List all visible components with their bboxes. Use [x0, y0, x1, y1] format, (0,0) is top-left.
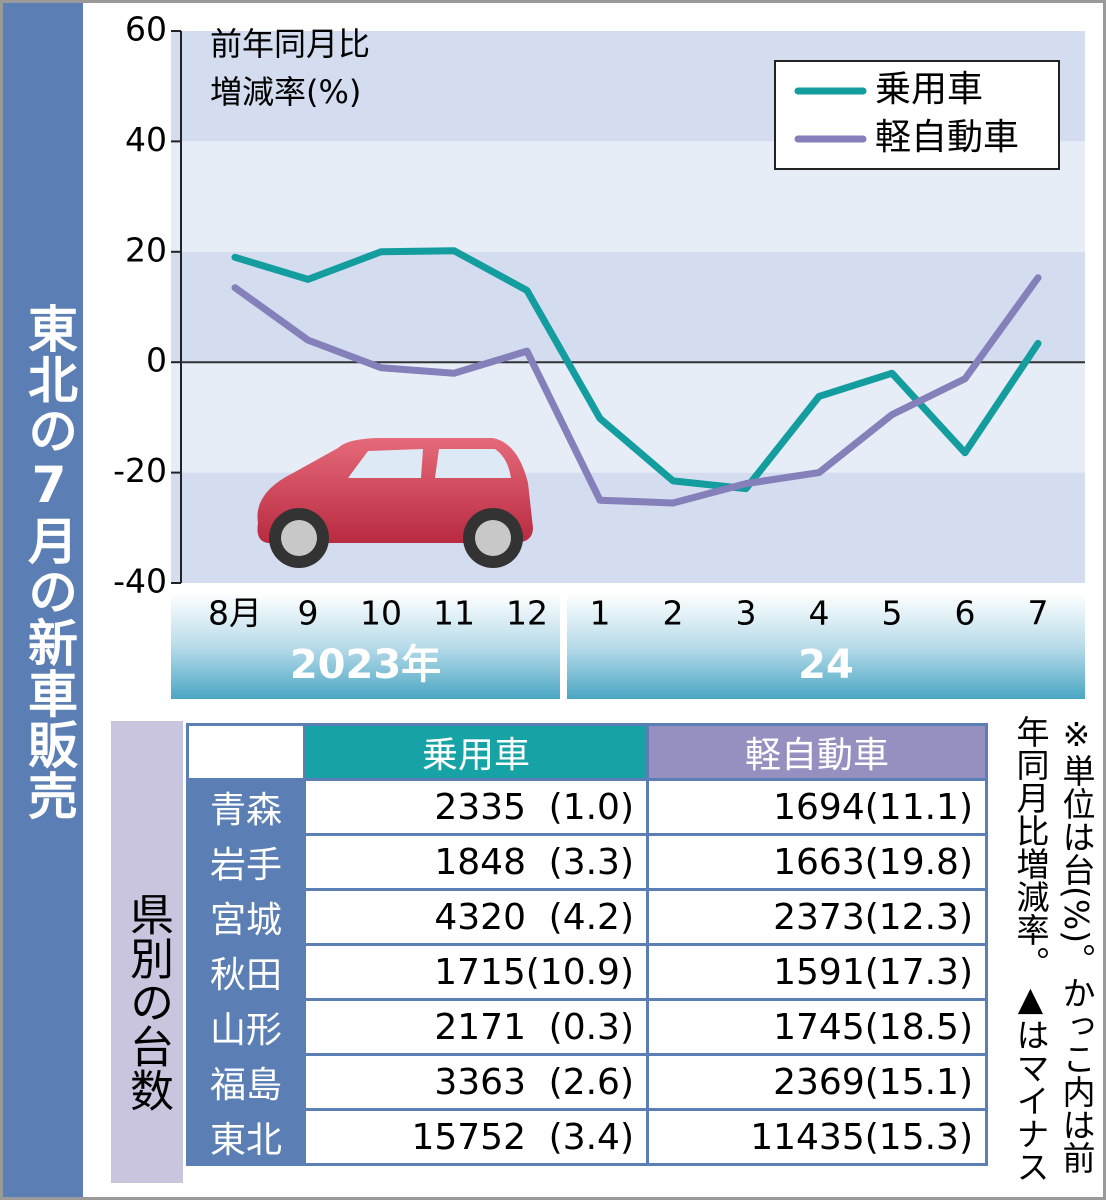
- percent: (17.3): [864, 951, 973, 993]
- percent: (18.5): [864, 1006, 973, 1048]
- percent: (0.3): [548, 1006, 634, 1048]
- table: 乗用車 軽自動車 青森 2335 (1.0) 1694(11.1) 岩手 1848 (3.3) 1…: [186, 723, 988, 1166]
- header-cell: [186, 723, 306, 781]
- data-cell: 2171 (0.3): [303, 998, 649, 1056]
- y-axis-label: 前年同月比: [210, 25, 370, 63]
- y-tick-label: 0: [146, 341, 167, 380]
- title: 東北の7月の新車販売: [20, 303, 78, 821]
- y-tick-label: -20: [113, 451, 167, 490]
- data-cell: 1848 (3.3): [303, 833, 649, 891]
- count: 15752: [411, 1116, 526, 1158]
- y-tick-label: -40: [113, 562, 167, 601]
- count: 1663: [773, 841, 865, 883]
- legend-label: 乗用車: [875, 69, 983, 110]
- count: 3363: [434, 1061, 526, 1103]
- table-row: 青森 2335 (1.0) 1694(11.1): [186, 778, 988, 836]
- count: 1694: [773, 786, 865, 828]
- row-label: 岩手: [186, 833, 306, 891]
- year-band: [171, 593, 560, 699]
- count: 4320: [434, 896, 526, 938]
- percent: (4.2): [548, 896, 634, 938]
- row-label: 青森: [186, 778, 306, 836]
- year-label: 2023年: [290, 642, 441, 688]
- header-cell: 軽自動車: [646, 723, 988, 781]
- percent: (10.9): [525, 951, 634, 993]
- data-cell: 1715(10.9): [303, 943, 649, 1001]
- data-cell: 4320 (4.2): [303, 888, 649, 946]
- year-band: [567, 593, 1085, 699]
- table-row: 秋田 1715(10.9) 1591(17.3): [186, 943, 988, 1001]
- note: ※単位は台(%)。かっこ内は前年同月比増減率。▲はマイナス: [1011, 715, 1096, 1183]
- row-label: 山形: [186, 998, 306, 1056]
- percent: (19.8): [864, 841, 973, 883]
- data-cell: 1591(17.3): [646, 943, 988, 1001]
- y-tick-label: 40: [125, 120, 167, 159]
- percent: (3.4): [548, 1116, 634, 1158]
- count: 1715: [434, 951, 526, 993]
- count: 1591: [773, 951, 865, 993]
- side-strip: [3, 3, 83, 1197]
- car-illustration: [257, 438, 533, 568]
- x-tick-label: 3: [736, 594, 757, 633]
- count: 1848: [434, 841, 526, 883]
- row-label: 宮城: [186, 888, 306, 946]
- row-label: 東北: [186, 1108, 306, 1166]
- count: 2335: [434, 786, 526, 828]
- data-cell: 1745(18.5): [646, 998, 988, 1056]
- table-row: 山形 2171 (0.3) 1745(18.5): [186, 998, 988, 1056]
- percent: (1.0): [548, 786, 634, 828]
- x-tick-label: 1: [590, 594, 611, 633]
- count: 1745: [773, 1006, 865, 1048]
- x-tick-label: 10: [360, 594, 402, 633]
- data-cell: 15752 (3.4): [303, 1108, 649, 1166]
- series-line: [231, 247, 1042, 493]
- table-title: 県別の台数: [111, 721, 183, 1183]
- data-cell: 2369(15.1): [646, 1053, 988, 1111]
- data-cell: 1663(19.8): [646, 833, 988, 891]
- data-cell: 3363 (2.6): [303, 1053, 649, 1111]
- x-tick-label: 4: [809, 594, 830, 633]
- percent: (11.1): [864, 786, 973, 828]
- percent: (15.1): [864, 1061, 973, 1103]
- x-tick-label: 9: [298, 594, 319, 633]
- count: 11435: [750, 1116, 865, 1158]
- x-tick-label: 5: [882, 594, 903, 633]
- percent: (12.3): [864, 896, 973, 938]
- grid-band: [171, 251, 1085, 363]
- count: 2171: [434, 1006, 526, 1048]
- x-tick-label: 2: [663, 594, 684, 633]
- table-row: 岩手 1848 (3.3) 1663(19.8): [186, 833, 988, 891]
- count: 2373: [773, 896, 865, 938]
- legend-label: 軽自動車: [875, 117, 1019, 158]
- table-row: 宮城 4320 (4.2) 2373(12.3): [186, 888, 988, 946]
- series-line: [231, 274, 1042, 507]
- data-cell: 2335 (1.0): [303, 778, 649, 836]
- y-tick-label: 60: [125, 10, 167, 49]
- percent: (15.3): [864, 1116, 973, 1158]
- data-cell: 11435(15.3): [646, 1108, 988, 1166]
- count: 2369: [773, 1061, 865, 1103]
- data-cell: 1694(11.1): [646, 778, 988, 836]
- x-tick-label: 6: [955, 594, 976, 633]
- percent: (2.6): [548, 1061, 634, 1103]
- row-label: 秋田: [186, 943, 306, 1001]
- header-row: 乗用車 軽自動車: [186, 723, 988, 781]
- x-tick-label: 12: [506, 594, 548, 633]
- y-tick-label: 20: [125, 230, 167, 269]
- percent: (3.3): [548, 841, 634, 883]
- table-row: 東北 15752 (3.4) 11435(15.3): [186, 1108, 988, 1166]
- x-tick-label: 8月: [208, 594, 262, 633]
- x-tick-label: 11: [433, 594, 475, 633]
- row-label: 福島: [186, 1053, 306, 1111]
- table-row: 福島 3363 (2.6) 2369(15.1): [186, 1053, 988, 1111]
- x-tick-label: 7: [1028, 594, 1049, 633]
- data-cell: 2373(12.3): [646, 888, 988, 946]
- year-label: 24: [798, 642, 854, 688]
- y-axis-label: 増減率(%): [210, 73, 361, 111]
- legend-box: [774, 60, 1060, 170]
- grid-band: [171, 362, 1085, 473]
- header-cell: 乗用車: [303, 723, 649, 781]
